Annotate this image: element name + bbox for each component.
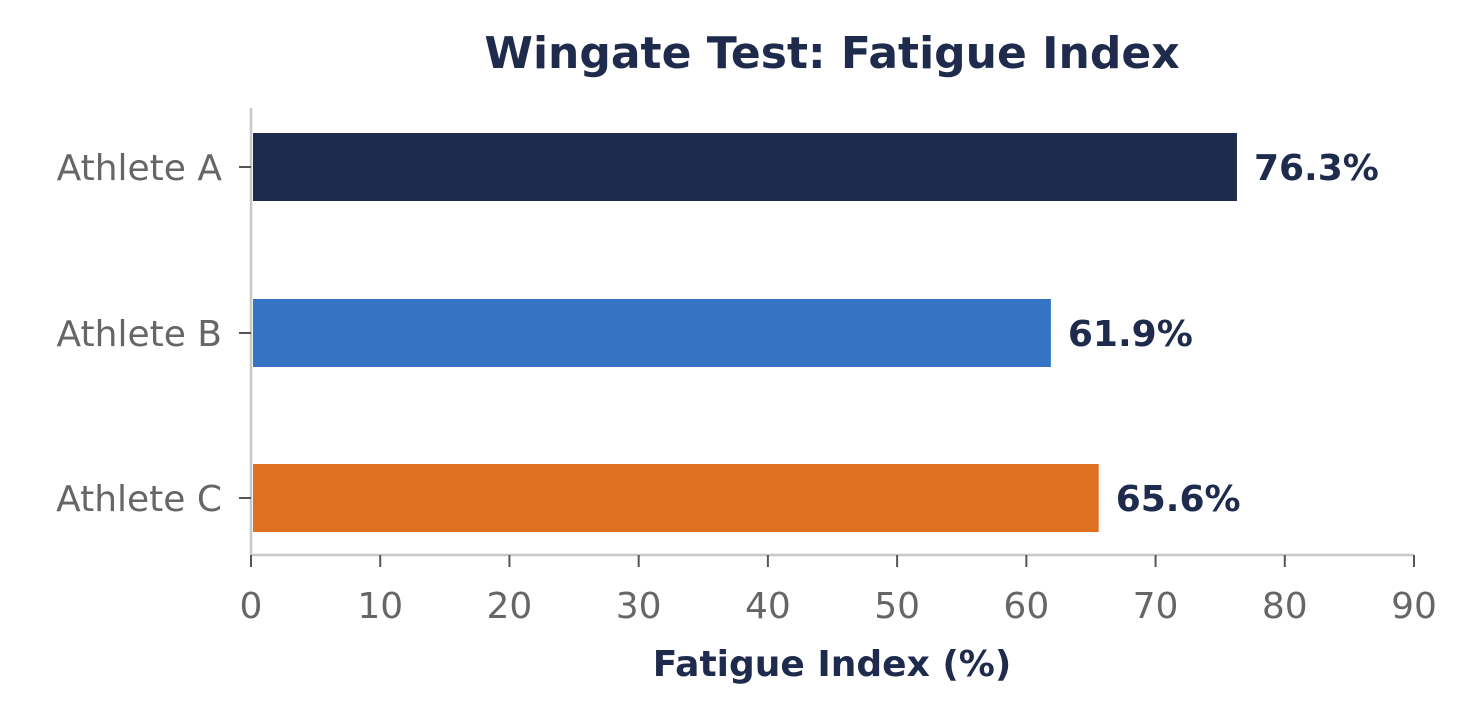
y-tick-label: Athlete B [57, 314, 222, 355]
data-labels-layer: 76.3% 61.9% 65.6% [1068, 148, 1379, 520]
chart-title: Wingate Test: Fatigue Index [484, 28, 1179, 79]
x-tick-label: 90 [1391, 586, 1437, 627]
x-tick-label: 10 [357, 586, 403, 627]
y-tick-label: Athlete C [56, 479, 222, 520]
bar-athlete-b [253, 299, 1051, 367]
data-label-athlete-b: 61.9% [1068, 314, 1193, 355]
x-tick-label: 80 [1262, 586, 1308, 627]
x-tick-label: 40 [745, 586, 791, 627]
y-axis: Athlete A Athlete B Athlete C [56, 148, 251, 520]
x-tick-label: 0 [240, 586, 263, 627]
bar-athlete-c [253, 464, 1099, 532]
bars-layer [253, 133, 1237, 532]
x-axis-title: Fatigue Index (%) [653, 644, 1012, 685]
x-tick-label: 30 [616, 586, 662, 627]
x-tick-label: 50 [874, 586, 920, 627]
x-axis: 0 10 20 30 40 50 60 70 80 90 [240, 555, 1437, 627]
x-tick-label: 20 [487, 586, 533, 627]
x-tick-label: 60 [1003, 586, 1049, 627]
bar-athlete-a [253, 133, 1237, 201]
x-tick-label: 70 [1133, 586, 1179, 627]
data-label-athlete-a: 76.3% [1254, 148, 1379, 189]
data-label-athlete-c: 65.6% [1116, 479, 1241, 520]
y-tick-label: Athlete A [57, 148, 223, 189]
